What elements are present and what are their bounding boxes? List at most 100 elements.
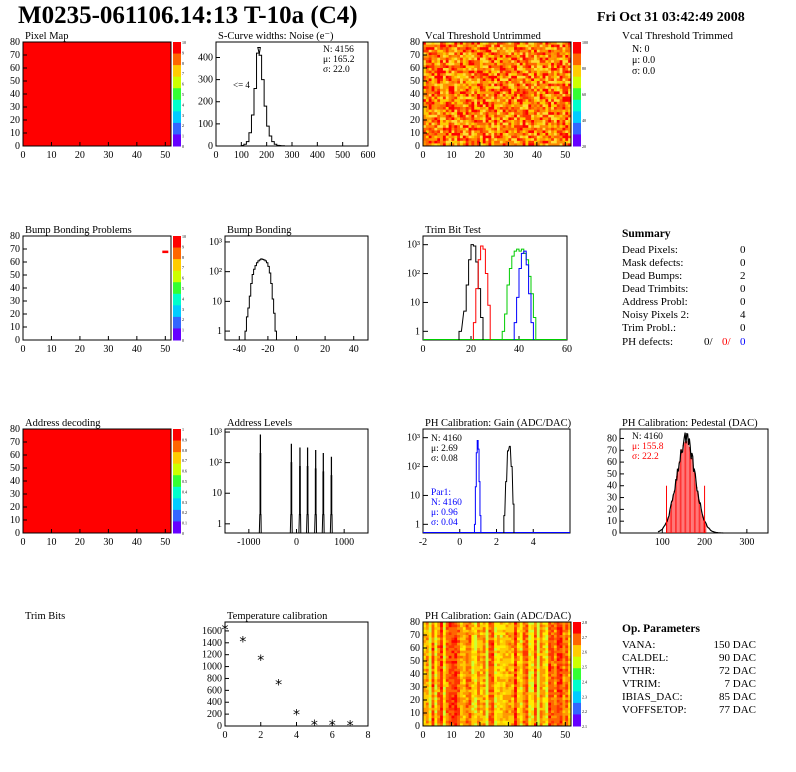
vcal-untrimmed-cell <box>485 49 489 53</box>
vcal-untrimmed-cell <box>451 49 455 53</box>
ph-gain-map-cell <box>454 668 458 672</box>
vcal-untrimmed-cell <box>519 49 523 53</box>
vcal-untrimmed-cell <box>553 138 558 142</box>
vcal-untrimmed-cell <box>440 114 444 118</box>
vcal-untrimmed-cell <box>471 120 475 123</box>
pixel-map-palette-cell <box>173 134 181 147</box>
vcal-untrimmed-cell <box>479 55 484 58</box>
vcal-untrimmed-cell <box>534 143 538 147</box>
vcal-untrimmed-cell <box>465 127 469 131</box>
ph-gain-map-cell <box>437 635 441 638</box>
ph-gain-map-cell <box>551 694 555 698</box>
ph-gain-map-cell <box>528 679 532 683</box>
ph-gain-map-cell <box>465 655 469 659</box>
vcal-untrimmed-ytick-label: 70 <box>410 50 420 61</box>
ph-gain-map-cell <box>542 648 546 651</box>
vcal-untrimmed-cell <box>485 135 489 139</box>
ph-gain-map-cell <box>528 687 532 690</box>
ph-gain-map-cell <box>514 687 518 690</box>
vcal-untrimmed-cell <box>451 122 455 126</box>
ph-gain-map-cell <box>522 700 526 703</box>
ph-gain-map-cell <box>445 650 449 654</box>
ph-gain-map-cell <box>525 653 529 657</box>
ph-gain-map-cell <box>519 666 523 670</box>
ph-gain-map-cell <box>545 674 549 677</box>
address-levels-ytick-label: 10 <box>212 488 222 499</box>
vcal-untrimmed-cell <box>482 65 486 69</box>
vcal-untrimmed-cell <box>514 127 518 131</box>
ph-gain-map-cell <box>508 679 512 683</box>
ph-gain-map-cell <box>434 629 438 633</box>
vcal-untrimmed-palette-label: 100 <box>582 40 588 45</box>
ph-gain-map-cell <box>542 624 546 628</box>
vcal-untrimmed-cell <box>423 57 427 61</box>
ph-gain-map-cell <box>499 666 503 670</box>
ph-gain-map-cell <box>442 723 447 727</box>
ph-gain-map-cell <box>442 713 447 716</box>
ph-gain-map-cell <box>428 661 432 664</box>
ph-gain-map-cell <box>454 676 458 680</box>
vcal-untrimmed-cell <box>539 120 543 123</box>
vcal-untrimmed-cell <box>511 127 515 131</box>
ph-gain-par1-stat: N: 4160 <box>431 498 462 508</box>
vcal-untrimmed-cell <box>565 70 569 74</box>
ph-gain-map-cell <box>494 702 498 706</box>
vcal-untrimmed-cell <box>482 78 486 82</box>
vcal-untrimmed-cell <box>431 57 435 61</box>
vcal-untrimmed-cell <box>528 91 532 95</box>
ph-gain-map-cell <box>437 720 441 724</box>
vcal-untrimmed-cell <box>525 133 529 136</box>
vcal-untrimmed-cell <box>497 73 501 77</box>
vcal-untrimmed-cell <box>545 96 549 100</box>
ph-gain-map-cell <box>551 705 555 709</box>
vcal-untrimmed-cell <box>479 88 484 92</box>
vcal-untrimmed-cell <box>565 107 569 110</box>
summary-row-label: Noisy Pixels 2: <box>622 309 690 321</box>
vcal-untrimmed-cell <box>528 133 532 136</box>
vcal-untrimmed-cell <box>465 65 469 69</box>
vcal-untrimmed-palette-label: 40 <box>582 118 586 123</box>
vcal-untrimmed-cell <box>428 138 432 142</box>
ph-gain-map-cell <box>431 674 435 677</box>
vcal-untrimmed-cell <box>562 75 566 79</box>
vcal-untrimmed-cell <box>499 96 503 100</box>
vcal-untrimmed-cell <box>499 127 503 131</box>
ph-gain-map-cell <box>539 627 543 631</box>
vcal-untrimmed-cell <box>460 75 464 79</box>
vcal-untrimmed-cell <box>462 138 466 142</box>
vcal-untrimmed-cell <box>442 140 447 144</box>
ph-gain-map-cell <box>431 637 435 641</box>
ph-gain-map-cell <box>514 655 518 659</box>
vcal-untrimmed-cell <box>479 52 484 56</box>
ph-gain-map-cell <box>479 718 484 722</box>
ph-gain-map-cell <box>437 718 441 722</box>
vcal-untrimmed-cell <box>491 49 495 53</box>
ph-gain-map-cell <box>508 658 512 662</box>
ph-gain-map-cell <box>536 668 540 672</box>
ph-gain-map-cell <box>431 718 435 722</box>
ph-gain-map-cell <box>460 655 464 659</box>
ph-gain-map-cell <box>454 627 458 631</box>
temperature-calibration-point: * <box>222 623 229 639</box>
vcal-untrimmed-cell <box>559 60 563 64</box>
ph-gain-map-cell <box>468 687 472 690</box>
vcal-untrimmed-cell <box>508 99 512 103</box>
vcal-untrimmed-cell <box>508 83 512 87</box>
vcal-untrimmed-cell <box>442 55 447 58</box>
vcal-untrimmed-cell <box>448 62 452 66</box>
vcal-untrimmed-cell <box>425 73 429 77</box>
ph-gain-map-cell <box>516 642 521 646</box>
ph-gain-map-cell <box>474 658 478 662</box>
ph-gain-map-cell <box>451 648 455 651</box>
ph-gain-map-cell <box>516 705 521 709</box>
ph-gain-map-cell <box>568 668 572 672</box>
bump-problems-xtick-label: 10 <box>46 344 56 355</box>
vcal-untrimmed-cell <box>445 114 449 118</box>
ph-gain-map-cell <box>488 642 492 646</box>
vcal-untrimmed-cell <box>556 44 560 48</box>
ph-gain-map-cell <box>539 624 543 628</box>
vcal-untrimmed-cell <box>440 49 444 53</box>
vcal-untrimmed-cell <box>502 107 506 110</box>
vcal-untrimmed-cell <box>423 101 427 105</box>
vcal-untrimmed-cell <box>440 44 444 48</box>
